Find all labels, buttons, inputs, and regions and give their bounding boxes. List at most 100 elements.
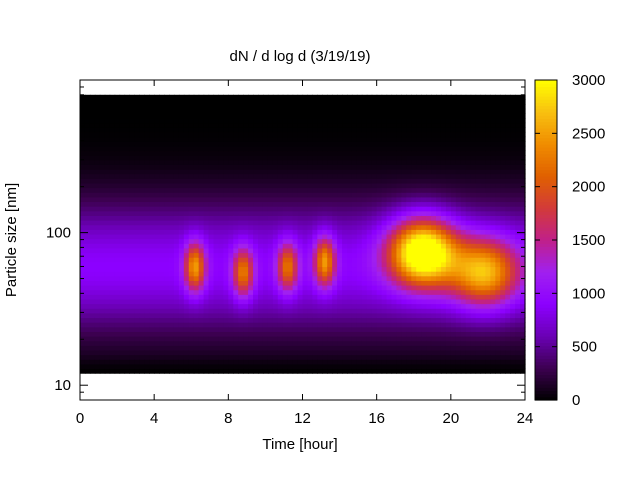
heatmap-cell: [292, 224, 299, 230]
heatmap-cell: [490, 349, 496, 356]
heatmap-cell: [297, 322, 304, 328]
heatmap-cell: [401, 145, 407, 152]
heatmap-cell: [347, 182, 353, 189]
heatmap-cell: [470, 94, 477, 101]
heatmap-cell: [253, 298, 259, 305]
heatmap-cell: [356, 145, 363, 152]
heatmap-cell: [337, 206, 343, 212]
heatmap-cell: [460, 155, 467, 161]
heatmap-cell: [376, 233, 383, 240]
heatmap-cell: [258, 164, 264, 170]
heatmap-cell: [139, 233, 145, 240]
heatmap-cell: [213, 257, 220, 263]
heatmap-cell: [480, 224, 487, 230]
heatmap-cell: [178, 201, 185, 207]
heatmap-cell: [485, 238, 491, 244]
heatmap-cell: [233, 224, 239, 230]
heatmap-cell: [416, 220, 422, 226]
heatmap-cell: [208, 331, 215, 337]
heatmap-cell: [401, 104, 407, 110]
heatmap-cell: [361, 104, 368, 110]
heatmap-cell: [426, 368, 432, 374]
heatmap-cell: [253, 122, 259, 128]
heatmap-cell: [460, 317, 467, 323]
heatmap-cell: [470, 141, 477, 147]
heatmap-cell: [272, 275, 279, 281]
heatmap-cell: [114, 243, 121, 249]
heatmap-cell: [104, 173, 111, 179]
heatmap-cell: [159, 201, 165, 207]
heatmap-cell: [193, 308, 200, 314]
heatmap-cell: [371, 257, 378, 263]
heatmap-cell: [243, 224, 249, 230]
heatmap-cell: [178, 257, 185, 263]
heatmap-cell: [149, 312, 155, 319]
heatmap-cell: [445, 247, 452, 254]
heatmap-cell: [109, 201, 116, 207]
heatmap-cell: [351, 224, 358, 230]
heatmap-cell: [307, 312, 313, 319]
heatmap-cell: [84, 173, 91, 179]
heatmap-cell: [455, 303, 462, 309]
heatmap-cell: [317, 322, 323, 328]
heatmap-cell: [89, 312, 96, 319]
heatmap-cell: [124, 141, 131, 147]
heatmap-cell: [277, 117, 284, 124]
heatmap-cell: [233, 336, 239, 342]
heatmap-cell: [218, 229, 224, 235]
heatmap-cell: [183, 178, 190, 184]
heatmap-cell: [267, 224, 274, 230]
heatmap-cell: [431, 94, 437, 101]
heatmap-cell: [109, 349, 116, 356]
heatmap-cell: [327, 155, 333, 161]
heatmap-cell: [198, 178, 205, 184]
heatmap-cell: [193, 298, 200, 305]
heatmap-cell: [391, 94, 398, 101]
heatmap-cell: [164, 201, 170, 207]
heatmap-cell: [386, 122, 393, 128]
heatmap-cell: [421, 233, 427, 240]
heatmap-cell: [169, 229, 175, 235]
heatmap-cell: [342, 104, 348, 110]
heatmap-cell: [144, 113, 150, 119]
heatmap-cell: [178, 224, 185, 230]
heatmap-cell: [104, 150, 111, 156]
heatmap-cell: [440, 127, 447, 133]
heatmap-cell: [213, 261, 220, 268]
heatmap-cell: [411, 261, 417, 268]
heatmap-cell: [361, 122, 368, 128]
heatmap-cell: [485, 117, 491, 124]
heatmap-cell: [84, 271, 91, 277]
heatmap-cell: [436, 206, 442, 212]
heatmap-cell: [233, 308, 239, 314]
heatmap-cell: [386, 113, 393, 119]
heatmap-cell: [371, 104, 378, 110]
heatmap-cell: [337, 108, 343, 114]
heatmap-cell: [332, 187, 338, 193]
heatmap-cell: [450, 294, 457, 300]
heatmap-cell: [248, 113, 254, 119]
heatmap-cell: [302, 275, 309, 281]
heatmap-cell: [445, 131, 452, 138]
heatmap-cell: [89, 322, 96, 328]
heatmap-cell: [183, 155, 190, 161]
heatmap-cell: [169, 336, 175, 342]
heatmap-cell: [337, 238, 343, 244]
heatmap-cell: [99, 94, 106, 101]
heatmap-cell: [188, 182, 195, 189]
heatmap-cell: [406, 340, 412, 346]
heatmap-cell: [337, 340, 343, 346]
heatmap-cell: [381, 303, 388, 309]
heatmap-cell: [183, 317, 190, 323]
heatmap-cell: [173, 261, 180, 268]
heatmap-cell: [342, 113, 348, 119]
heatmap-cell: [287, 224, 294, 230]
heatmap-cell: [248, 155, 254, 161]
heatmap-cell: [342, 182, 348, 189]
heatmap-cell: [460, 210, 467, 217]
heatmap-cell: [292, 340, 299, 346]
heatmap-cell: [84, 141, 91, 147]
heatmap-cell: [381, 345, 388, 351]
heatmap-cell: [490, 322, 496, 328]
heatmap-cell: [327, 275, 333, 281]
